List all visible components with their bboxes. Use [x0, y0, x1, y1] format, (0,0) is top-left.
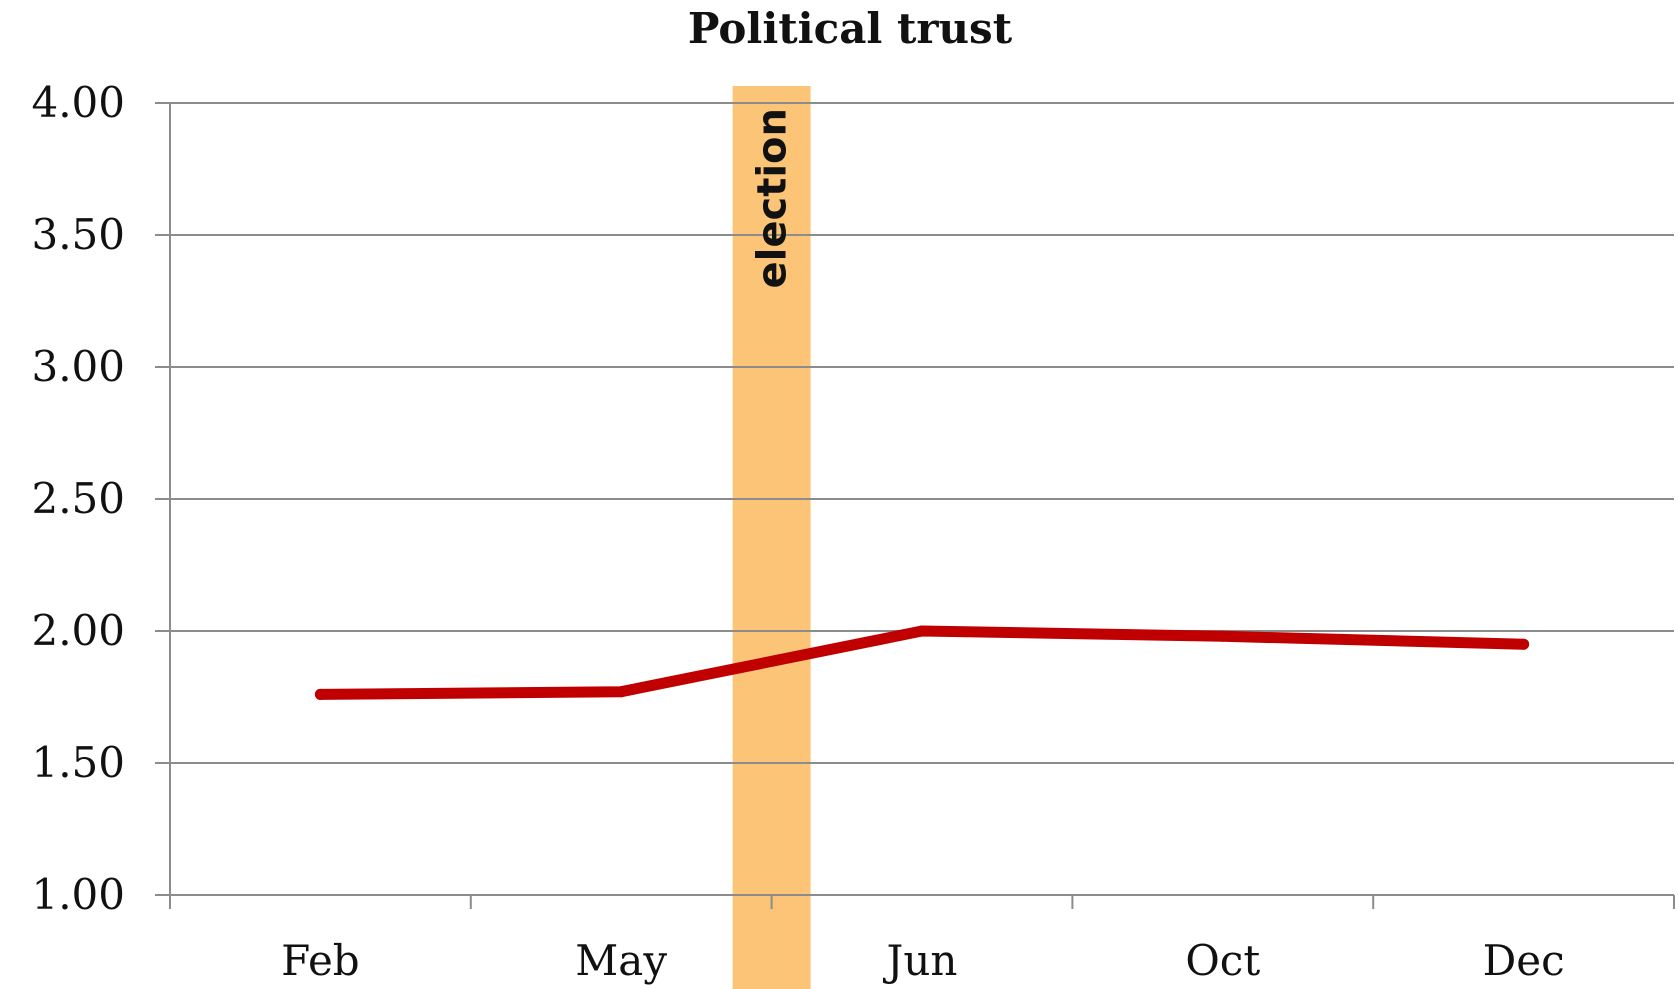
x-tick-label: May: [575, 936, 667, 985]
annotation-label-election: election: [750, 108, 796, 288]
gridlines: [155, 102, 1674, 896]
series-layer: [314, 625, 1530, 700]
y-tick-label: 1.00: [31, 870, 125, 919]
x-tick-label: Feb: [281, 936, 360, 985]
y-tick-labels: 1.00 1.50 2.00 2.50 3.00 3.50 4.00: [31, 78, 125, 919]
y-tick-label: 3.00: [31, 342, 125, 391]
x-tick-label: Dec: [1483, 936, 1565, 985]
series-line-0: [314, 625, 1530, 700]
y-tick-label: 2.00: [31, 606, 125, 655]
data-point-Feb: [314, 688, 326, 700]
x-tick-labels: Feb May Jun Oct Dec: [281, 936, 1565, 985]
y-tick-label: 4.00: [31, 78, 125, 127]
y-tick-label: 1.50: [31, 738, 125, 787]
x-tick-label: Oct: [1185, 936, 1260, 985]
data-point-Jun: [916, 625, 928, 637]
x-tick-label: Jun: [883, 936, 958, 985]
annotation-layer: [732, 86, 811, 989]
y-tick-label: 3.50: [31, 210, 125, 259]
y-tick-label: 2.50: [31, 474, 125, 523]
annotation-labels: election: [750, 108, 796, 288]
axes: [169, 103, 1675, 909]
data-point-Dec: [1518, 638, 1530, 650]
annotation-band-election: [732, 86, 811, 989]
data-point-Oct: [1217, 630, 1229, 642]
data-point-May: [615, 686, 627, 698]
chart-title: Political trust: [688, 4, 1013, 53]
